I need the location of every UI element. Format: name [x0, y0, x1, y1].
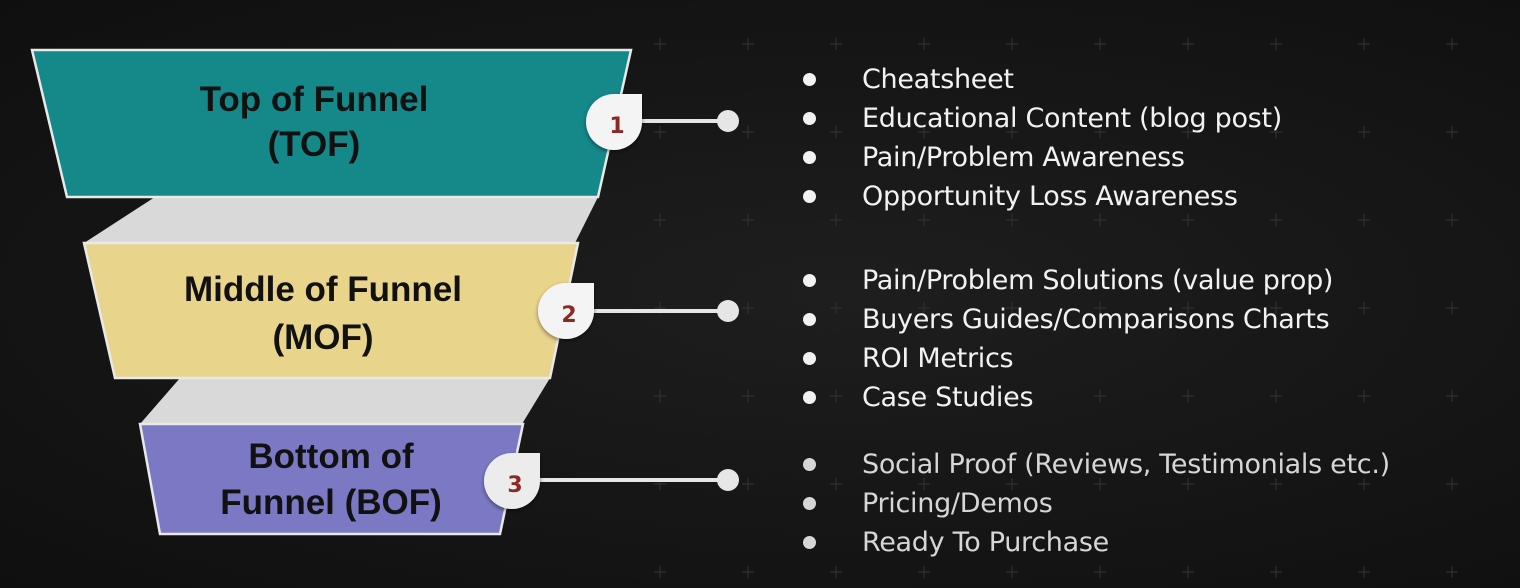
- funnel-ribbon-1: [84, 197, 598, 243]
- stage-bottom-title-line2: Funnel (BOF): [220, 483, 442, 522]
- list-item: ROI Metrics: [800, 339, 1333, 378]
- stage-bottom-title-line1: Bottom of: [248, 437, 414, 476]
- connector-2-dot: [717, 300, 739, 322]
- connector-3: [538, 469, 739, 491]
- list-item: Ready To Purchase: [800, 523, 1390, 562]
- connector-1: [640, 110, 739, 132]
- svg-text:Funnel (BOF): Funnel (BOF): [220, 483, 442, 522]
- list-item: Buyers Guides/Comparisons Charts: [800, 300, 1333, 339]
- funnel-stage-top: Top of Funnel (TOF): [30, 48, 633, 199]
- stage-1-badge-number: 1: [609, 114, 624, 139]
- stage-2-badge: 2: [538, 283, 594, 339]
- list-item: Opportunity Loss Awareness: [800, 177, 1282, 216]
- stage-middle-shape: [82, 241, 580, 380]
- connector-2: [592, 300, 739, 322]
- stage-1-badge: 1: [586, 94, 642, 150]
- list-item: Case Studies: [800, 378, 1333, 417]
- svg-text:Top of Funnel: Top of Funnel: [200, 80, 429, 119]
- list-item: Educational Content (blog post): [800, 99, 1282, 138]
- stage-middle-title-line2: (MOF): [272, 318, 373, 357]
- svg-text:(MOF): (MOF): [272, 318, 373, 357]
- stage-3-badge-number: 3: [507, 473, 522, 498]
- stage-top-title-line1: Top of Funnel: [200, 80, 429, 119]
- connector-3-dot: [717, 469, 739, 491]
- stage-2-content-list: Pain/Problem Solutions (value prop) Buye…: [800, 261, 1333, 417]
- stage-1-badge-shape: [586, 94, 642, 150]
- background-cross-pattern: [600, 0, 1520, 588]
- stage-1-content-list: Cheatsheet Educational Content (blog pos…: [800, 60, 1282, 216]
- svg-text:(TOF): (TOF): [268, 125, 361, 164]
- stage-middle-title-line1: Middle of Funnel: [184, 270, 462, 309]
- funnel-ribbon-2: [140, 378, 550, 424]
- stage-3-badge: 3: [484, 453, 540, 509]
- stage-top-shape: [30, 48, 633, 199]
- list-item: Cheatsheet: [800, 60, 1282, 99]
- connector-1-dot: [717, 110, 739, 132]
- stage-2-badge-shape: [538, 283, 594, 339]
- stage-bottom-shape: [138, 422, 525, 536]
- stage-top-title-line2: (TOF): [268, 125, 361, 164]
- svg-text:Middle of Funnel: Middle of Funnel: [184, 270, 462, 309]
- list-item: Pain/Problem Awareness: [800, 138, 1282, 177]
- list-item: Pricing/Demos: [800, 484, 1390, 523]
- svg-text:Bottom of: Bottom of: [248, 437, 414, 476]
- list-item: Pain/Problem Solutions (value prop): [800, 261, 1333, 300]
- stage-2-badge-number: 2: [561, 303, 576, 328]
- list-item: Social Proof (Reviews, Testimonials etc.…: [800, 445, 1390, 484]
- stage-3-badge-shape: [484, 453, 540, 509]
- funnel-stage-middle: Middle of Funnel (MOF): [82, 241, 580, 380]
- funnel-stage-bottom: Bottom of Funnel (BOF): [138, 422, 525, 536]
- stage-3-content-list: Social Proof (Reviews, Testimonials etc.…: [800, 445, 1390, 562]
